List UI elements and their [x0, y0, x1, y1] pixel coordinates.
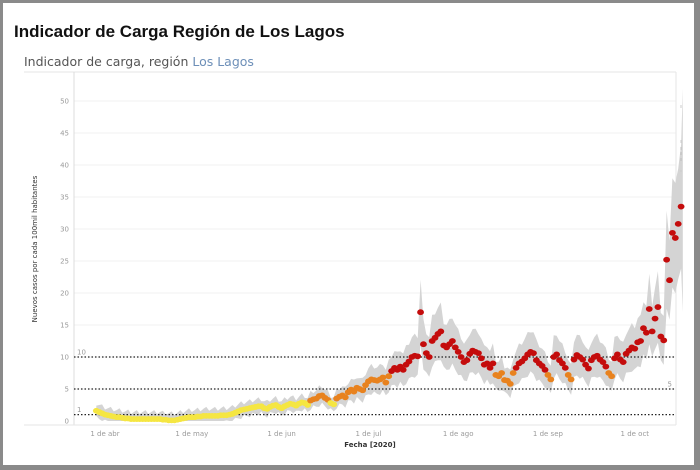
data-point: [663, 256, 671, 263]
data-point: [512, 364, 520, 371]
data-point: [405, 358, 413, 365]
y-tick-label: 50: [60, 98, 69, 106]
data-point: [544, 372, 552, 378]
data-point: [642, 329, 650, 336]
data-point: [561, 364, 569, 371]
data-point: [385, 373, 393, 380]
threshold-label-1: 1: [77, 406, 81, 414]
gridlines: [74, 100, 676, 390]
data-point: [509, 370, 517, 376]
region-filter-link[interactable]: Los Lagos: [192, 54, 254, 69]
subtitle-prefix: Indicador de carga, región: [24, 54, 193, 69]
data-point: [463, 357, 471, 364]
y-tick-label: 15: [60, 322, 69, 330]
y-tick-label: 0: [65, 418, 69, 426]
data-point: [382, 379, 390, 386]
data-point: [660, 337, 668, 344]
data-point: [489, 360, 497, 367]
y-tick-label: 10: [60, 354, 69, 362]
data-point: [379, 374, 387, 381]
data-point: [645, 306, 653, 312]
x-tick-label: 1 de jun: [267, 430, 295, 438]
data-point: [414, 353, 422, 360]
data-point: [654, 304, 662, 310]
data-point: [330, 401, 338, 408]
data-point: [341, 394, 349, 401]
data-point: [640, 325, 647, 332]
data-point: [547, 376, 555, 383]
data-point: [541, 366, 549, 373]
data-points: [92, 203, 685, 424]
data-point: [619, 359, 627, 366]
data-point: [564, 372, 572, 378]
data-point: [304, 402, 312, 408]
data-point: [608, 373, 616, 380]
data-point: [506, 380, 514, 387]
data-point: [631, 345, 639, 352]
y-tick-label: 5: [65, 386, 69, 394]
y-tick-label: 30: [60, 226, 69, 234]
data-point: [437, 328, 445, 335]
data-point: [449, 338, 456, 344]
data-point: [579, 356, 587, 363]
data-point: [671, 235, 679, 241]
data-point: [359, 387, 367, 394]
data-point: [498, 370, 506, 376]
data-point: [417, 309, 424, 316]
data-point: [669, 229, 676, 236]
y-tick-labels: 0 5 10 15 20 25 30 35 40 45 50: [60, 98, 69, 426]
x-tick-labels: 1 de abr 1 de may 1 de jun 1 de jul 1 de ago…: [90, 430, 649, 438]
data-point: [674, 220, 682, 227]
y-tick-label: 35: [60, 194, 69, 202]
data-point: [553, 351, 561, 358]
data-point: [420, 341, 427, 348]
x-tick-label: 1 de may: [175, 430, 208, 438]
data-point: [399, 366, 407, 373]
data-point: [457, 354, 465, 360]
page-title: Indicador de Carga Región de Los Lagos: [14, 22, 345, 41]
threshold-label-10: 10: [77, 349, 86, 357]
data-point: [477, 355, 485, 362]
data-point: [614, 351, 621, 358]
data-point: [666, 277, 673, 284]
data-point: [602, 363, 610, 370]
y-axis-title: Nuevos casos por cada 100mil habitantes: [31, 175, 39, 322]
data-point: [483, 360, 491, 367]
threshold-label-5: 5: [668, 381, 672, 389]
data-point: [425, 354, 433, 360]
x-tick-label: 1 de jul: [355, 430, 381, 438]
data-point: [648, 328, 656, 335]
x-tick-label: 1 de abr: [90, 430, 119, 438]
data-point: [451, 344, 459, 351]
data-point: [570, 356, 578, 363]
x-tick-label: 1 de ago: [443, 430, 474, 438]
x-axis-title: Fecha [2020]: [344, 441, 395, 449]
y-tick-label: 25: [60, 258, 69, 266]
data-point: [530, 350, 537, 357]
data-point: [637, 338, 644, 344]
data-point: [651, 315, 659, 322]
data-point: [559, 360, 566, 367]
data-point: [567, 376, 575, 383]
data-point: [599, 359, 607, 366]
data-point: [486, 364, 494, 371]
chart-subtitle: Indicador de carga, región Los Lagos: [24, 54, 254, 69]
data-point: [677, 203, 685, 210]
x-tick-label: 1 de sep: [533, 430, 564, 438]
y-tick-label: 45: [60, 130, 69, 138]
x-tick-label: 1 de oct: [621, 430, 650, 438]
data-point: [475, 350, 482, 357]
y-tick-label: 40: [60, 162, 69, 170]
data-point: [454, 348, 462, 355]
data-point: [585, 365, 592, 372]
y-tick-label: 20: [60, 290, 69, 298]
